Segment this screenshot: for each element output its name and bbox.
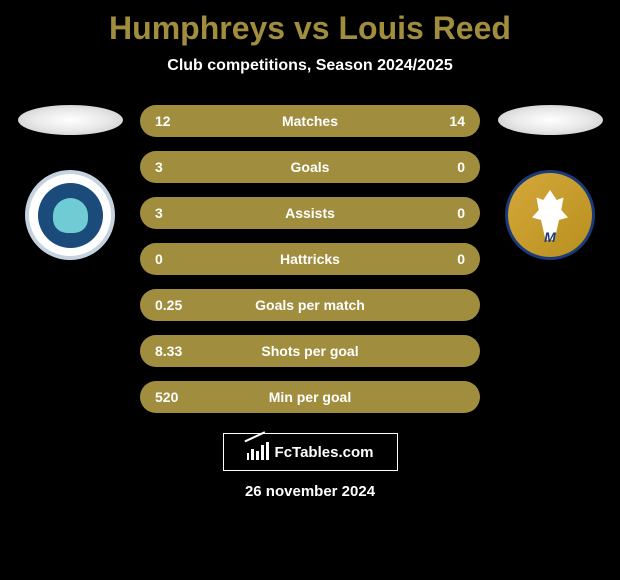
- stat-row: 0.25Goals per match: [140, 289, 480, 321]
- stat-row: 0Hattricks0: [140, 243, 480, 275]
- mansfield-letter: M: [544, 229, 556, 245]
- stat-right-value: 0: [415, 205, 465, 221]
- logo-bar: [261, 445, 264, 460]
- stat-left-value: 0.25: [155, 297, 205, 313]
- content-row: 12Matches143Goals03Assists00Hattricks00.…: [0, 105, 620, 413]
- stats-column: 12Matches143Goals03Assists00Hattricks00.…: [140, 105, 480, 413]
- player-right-photo: [498, 105, 603, 135]
- stat-label: Matches: [205, 113, 415, 129]
- stat-left-value: 3: [155, 159, 205, 175]
- stat-right-value: 0: [415, 251, 465, 267]
- stat-left-value: 3: [155, 205, 205, 221]
- stat-row: 3Goals0: [140, 151, 480, 183]
- stat-row: 520Min per goal: [140, 381, 480, 413]
- swan-icon: [53, 198, 88, 233]
- fctables-logo-box: FcTables.com: [223, 433, 398, 471]
- stat-label: Hattricks: [205, 251, 415, 267]
- club-badge-mansfield: M: [505, 170, 595, 260]
- stat-row: 3Assists0: [140, 197, 480, 229]
- stat-left-value: 12: [155, 113, 205, 129]
- player-left-column: [10, 105, 130, 260]
- logo-bar: [266, 442, 269, 460]
- logo-bar: [247, 453, 250, 460]
- logo-bar: [256, 451, 259, 460]
- stat-right-value: 0: [415, 159, 465, 175]
- mansfield-inner: M: [508, 173, 592, 257]
- date-text: 26 november 2024: [0, 483, 620, 500]
- player-left-photo: [18, 105, 123, 135]
- infographic-container: Humphreys vs Louis Reed Club competition…: [0, 0, 620, 580]
- page-title: Humphreys vs Louis Reed: [0, 10, 620, 47]
- stat-left-value: 0: [155, 251, 205, 267]
- stat-label: Goals per match: [205, 297, 415, 313]
- stat-row: 8.33Shots per goal: [140, 335, 480, 367]
- stat-left-value: 8.33: [155, 343, 205, 359]
- player-right-column: M: [490, 105, 610, 260]
- chart-icon: [247, 442, 269, 462]
- subtitle: Club competitions, Season 2024/2025: [0, 57, 620, 75]
- logo-bar: [251, 449, 254, 460]
- stat-label: Min per goal: [205, 389, 415, 405]
- wycombe-inner-circle: [38, 183, 103, 248]
- stat-left-value: 520: [155, 389, 205, 405]
- club-badge-wycombe: [25, 170, 115, 260]
- stat-row: 12Matches14: [140, 105, 480, 137]
- stat-label: Goals: [205, 159, 415, 175]
- stat-right-value: 14: [415, 113, 465, 129]
- stat-label: Shots per goal: [205, 343, 415, 359]
- logo-text: FcTables.com: [275, 444, 374, 461]
- stat-label: Assists: [205, 205, 415, 221]
